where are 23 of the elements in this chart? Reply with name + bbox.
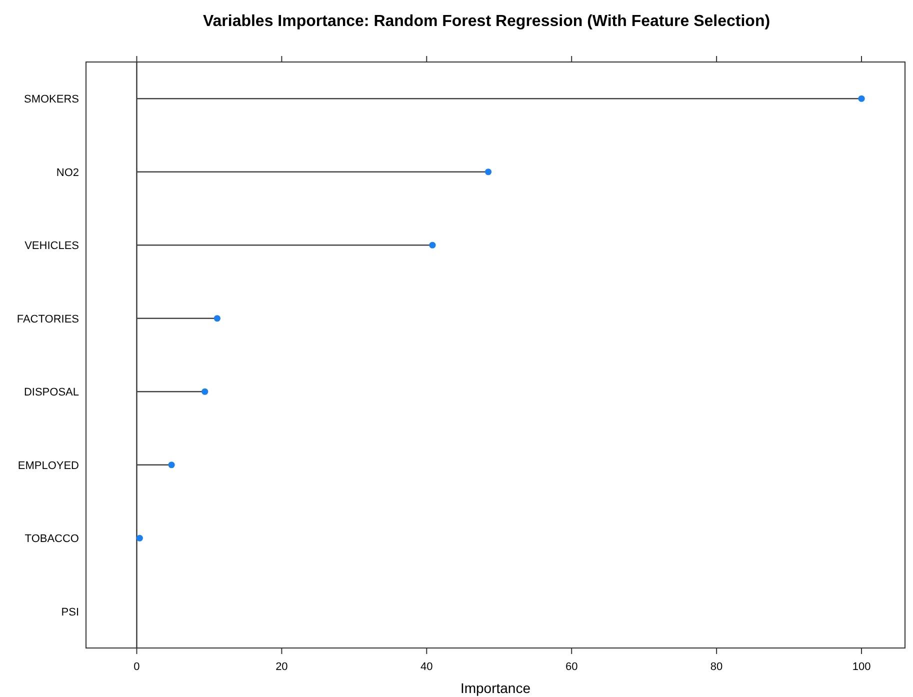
- x-axis-title: Importance: [460, 680, 531, 696]
- y-tick-label: DISPOSAL: [24, 386, 79, 399]
- chart-title: Variables Importance: Random Forest Regression (With Feature Selection): [202, 13, 770, 30]
- y-tick-label: NO2: [56, 166, 79, 179]
- x-tick-label: 60: [565, 661, 578, 673]
- y-tick-label: TOBACCO: [24, 533, 80, 546]
- y-tick-label: PSI: [61, 606, 79, 618]
- x-tick-label: 100: [852, 661, 871, 673]
- x-tick-label: 80: [710, 661, 723, 673]
- y-tick-label: SMOKERS: [24, 94, 79, 106]
- point: [858, 95, 865, 102]
- point: [202, 388, 208, 395]
- point: [484, 168, 492, 176]
- x-tick-label: 20: [276, 661, 288, 673]
- y-tick-label: EMPLOYED: [18, 460, 80, 472]
- point: [168, 462, 175, 468]
- x-tick-label: 0: [134, 661, 140, 673]
- point: [429, 242, 436, 248]
- y-tick-label: VEHICLES: [24, 240, 79, 252]
- point: [136, 534, 143, 542]
- point: [214, 315, 220, 322]
- y-tick-label: FACTORIES: [16, 313, 79, 326]
- x-tick-label: 40: [420, 661, 433, 673]
